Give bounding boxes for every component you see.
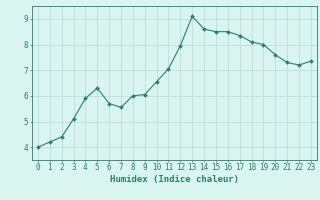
X-axis label: Humidex (Indice chaleur): Humidex (Indice chaleur) bbox=[110, 175, 239, 184]
